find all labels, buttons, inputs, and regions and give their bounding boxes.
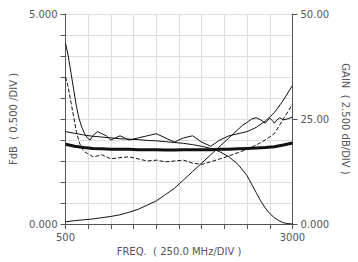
svg-text:25.00: 25.00 — [300, 114, 329, 125]
svg-text:50.00: 50.00 — [300, 9, 329, 20]
svg-text:500: 500 — [56, 232, 75, 243]
svg-text:GAIN ( 2.500 dB/DIV ): GAIN ( 2.500 dB/DIV ) — [340, 63, 351, 175]
svg-text:0.000: 0.000 — [29, 219, 58, 230]
svg-text:5.000: 5.000 — [29, 9, 58, 20]
svg-text:0.000: 0.000 — [300, 219, 329, 230]
svg-text:3000: 3000 — [280, 232, 305, 243]
svg-text:FdB ( 0.500 /DIV ): FdB ( 0.500 /DIV ) — [8, 73, 19, 165]
svg-text:FREQ. ( 250.0 MHz/DIV ): FREQ. ( 250.0 MHz/DIV ) — [117, 246, 242, 257]
